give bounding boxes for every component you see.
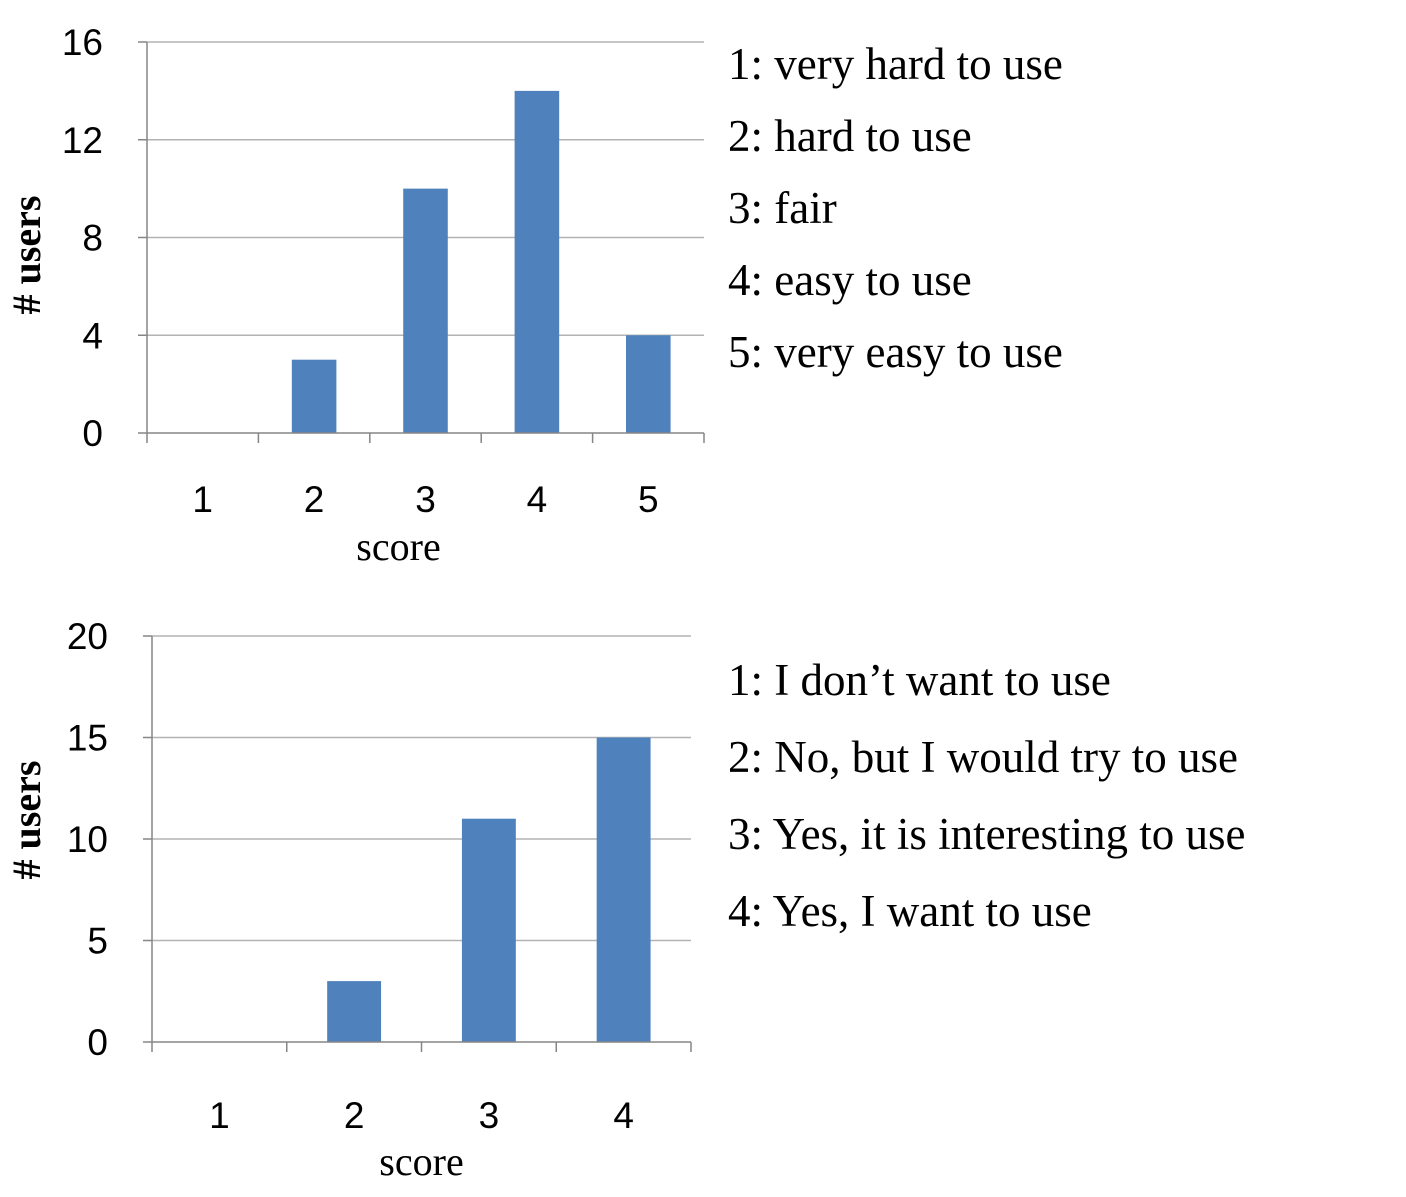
y-tick-label: 15 <box>67 718 108 759</box>
legend-item: 2: hard to use <box>728 111 972 161</box>
x-axis-title: score <box>356 524 440 569</box>
legend-item: 4: Yes, I want to use <box>728 886 1092 936</box>
bar <box>461 818 516 1042</box>
bar <box>291 359 337 433</box>
chart-willingness-to-use: 0 5 10 15 20 1 2 3 4 score # users <box>4 616 692 1184</box>
legend-item: 1: very hard to use <box>728 39 1063 89</box>
bar <box>514 90 560 433</box>
bar <box>596 737 651 1042</box>
y-tick-label: 4 <box>82 315 103 356</box>
x-tick-label: 4 <box>527 479 548 520</box>
x-axis-title: score <box>379 1139 463 1184</box>
x-tick-label: 4 <box>613 1095 634 1136</box>
y-tick-label: 0 <box>87 1022 108 1063</box>
bar <box>327 981 382 1042</box>
legend-item: 4: easy to use <box>728 255 972 305</box>
x-tick-label: 1 <box>209 1095 230 1136</box>
x-tick-label: 5 <box>638 479 659 520</box>
y-tick-label: 12 <box>62 120 103 161</box>
y-tick-label: 16 <box>62 22 103 63</box>
legend-item: 1: I don’t want to use <box>728 655 1111 705</box>
y-axis-title: # users <box>4 761 49 880</box>
y-tick-label: 5 <box>87 921 108 962</box>
x-tick-label: 1 <box>192 479 213 520</box>
bar <box>403 188 448 433</box>
y-tick-label: 20 <box>67 616 108 657</box>
legend-item: 3: fair <box>728 183 837 233</box>
y-tick-label: 0 <box>82 413 103 454</box>
y-tick-label: 8 <box>82 218 103 259</box>
x-tick-label: 3 <box>415 479 436 520</box>
y-tick-label: 10 <box>67 819 108 860</box>
legend-item: 3: Yes, it is interesting to use <box>728 809 1246 859</box>
y-axis-title: # users <box>4 196 49 315</box>
x-tick-label: 3 <box>479 1095 500 1136</box>
bar <box>626 335 671 433</box>
legend-item: 5: very easy to use <box>728 327 1063 377</box>
x-tick-label: 2 <box>304 479 325 520</box>
legend-item: 2: No, but I would try to use <box>728 732 1238 782</box>
x-tick-label: 2 <box>344 1095 365 1136</box>
